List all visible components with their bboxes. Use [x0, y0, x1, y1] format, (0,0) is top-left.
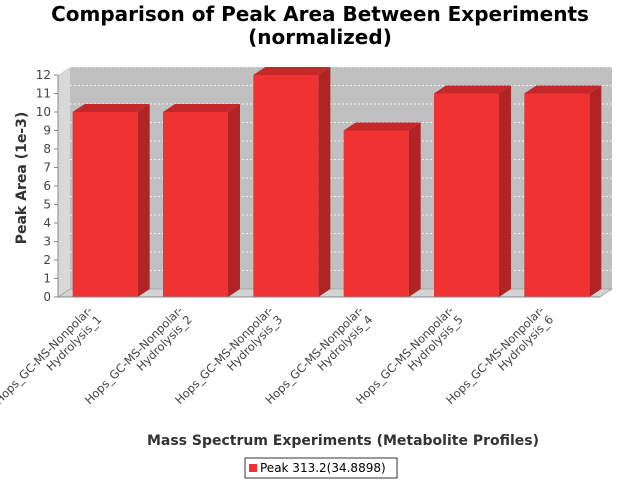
y-tick-label: 6	[43, 179, 51, 193]
bar-top	[253, 67, 331, 75]
bar-side	[499, 85, 511, 297]
y-tick-label: 12	[36, 68, 51, 82]
y-tick-label: 11	[36, 87, 51, 101]
bar-top	[72, 104, 150, 112]
chart-title: Comparison of Peak Area Between Experime…	[51, 2, 589, 49]
y-tick-label: 4	[43, 216, 51, 230]
bar-top	[163, 104, 240, 112]
bar	[343, 122, 421, 297]
y-axis-label: Peak Area (1e-3)	[14, 112, 30, 245]
legend-label: Peak 313.2(34.8898)	[260, 461, 386, 475]
y-tick-label: 7	[43, 161, 51, 175]
bar	[524, 85, 602, 297]
legend-swatch	[249, 464, 257, 472]
legend: Peak 313.2(34.8898)	[244, 457, 398, 479]
legend-box	[244, 457, 398, 479]
bar-front	[163, 112, 228, 297]
x-axis: Hops_GC-MS-Nonpolar-Hydrolysis_1Hops_GC-…	[0, 296, 600, 407]
plot-back-wall	[70, 67, 612, 289]
y-tick-label: 0	[43, 290, 51, 304]
bar-front	[434, 93, 499, 297]
x-axis-label: Mass Spectrum Experiments (Metabolite Pr…	[147, 433, 539, 449]
bars	[72, 67, 602, 297]
plot-left-wall	[58, 67, 70, 297]
y-tick-label: 8	[43, 142, 51, 156]
bar-side	[408, 122, 421, 297]
bar	[163, 104, 240, 297]
chart-title-line: (normalized)	[248, 25, 392, 49]
bar-front	[72, 112, 138, 297]
bar-front	[524, 93, 590, 297]
bar-side	[318, 67, 331, 297]
y-tick-label: 10	[36, 105, 51, 119]
bar-side	[228, 104, 240, 297]
y-tick-label: 5	[43, 198, 51, 212]
y-tick-label: 1	[43, 272, 51, 286]
bar-top	[434, 85, 511, 94]
bar	[434, 85, 511, 297]
chart-title-line: Comparison of Peak Area Between Experime…	[51, 2, 589, 26]
bar-side	[589, 85, 602, 297]
bar-front	[253, 75, 319, 297]
bar	[253, 67, 331, 297]
bar	[72, 104, 150, 297]
y-tick-label: 9	[43, 124, 51, 138]
bar-top	[524, 85, 602, 94]
y-tick-label: 2	[43, 253, 51, 267]
bar-front	[343, 130, 409, 297]
bar-top	[343, 122, 421, 131]
y-tick-label: 3	[43, 235, 51, 249]
bar-side	[137, 104, 150, 297]
